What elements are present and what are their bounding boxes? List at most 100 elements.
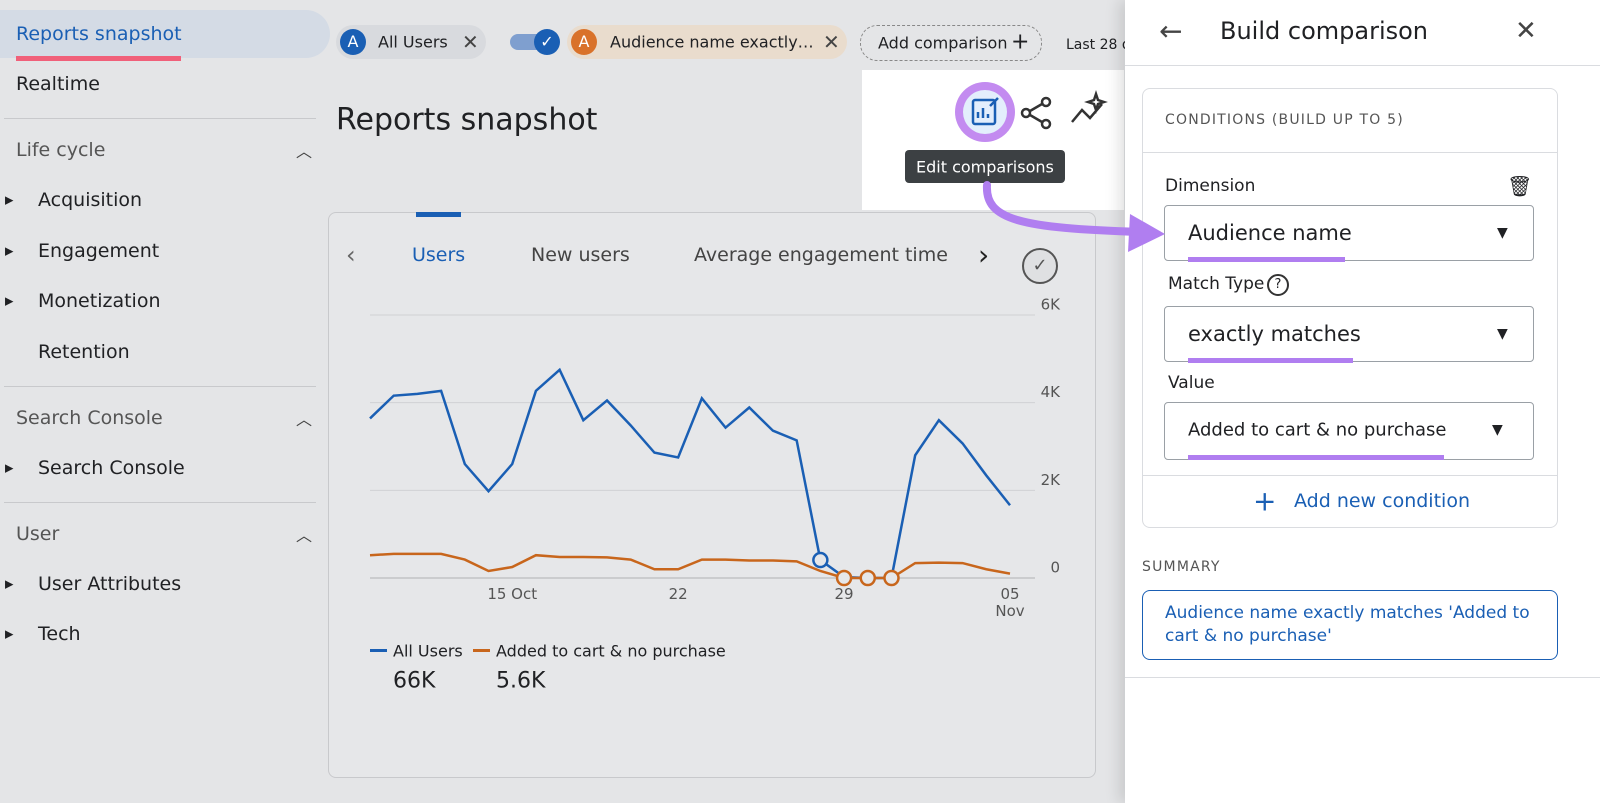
highlight-underline xyxy=(1188,455,1444,460)
legend-label: All Users xyxy=(393,641,463,661)
divider xyxy=(1125,677,1600,678)
collapse-caret[interactable]: ︿ xyxy=(296,409,313,429)
y-tick-label: 4K xyxy=(1041,383,1062,401)
delete-icon[interactable]: 🗑 xyxy=(1507,174,1533,198)
side-panel: ← Build comparison ✕ CONDITIONS (BUILD U… xyxy=(1125,0,1600,803)
tab-prev[interactable]: ‹ xyxy=(346,241,356,269)
section-title[interactable]: User xyxy=(16,522,60,545)
share-icon[interactable] xyxy=(1020,96,1052,130)
chip[interactable]: A Audience name exactly… ✕ xyxy=(567,25,847,59)
collapse-caret[interactable]: ︿ xyxy=(296,142,313,161)
divider xyxy=(4,118,316,119)
nav-item[interactable]: Search Console xyxy=(38,456,185,479)
x-tick-label: 22 xyxy=(668,585,688,603)
dropdown-caret: ▼ xyxy=(1497,225,1508,241)
tab[interactable]: New users xyxy=(531,244,630,266)
help-icon[interactable]: ? xyxy=(1267,274,1289,296)
legend-swatch xyxy=(473,649,490,652)
legend-total: 5.6K xyxy=(496,668,546,694)
nav-item[interactable]: Reports snapshot xyxy=(16,23,182,45)
back-button[interactable]: ← xyxy=(1159,14,1183,48)
highlight-underline xyxy=(1188,358,1353,363)
divider xyxy=(1125,65,1600,66)
point-marker xyxy=(859,569,877,587)
edit-icon xyxy=(971,98,997,126)
sidebar: Reports snapshot Realtime Life cycle ︿ ▶ Acqu… xyxy=(0,0,330,803)
annotation-arrow xyxy=(982,181,1165,252)
y-tick-label: 2K xyxy=(1041,471,1062,489)
legend-swatch xyxy=(370,649,387,652)
collapse-caret[interactable]: ︿ xyxy=(296,525,313,545)
nav-item[interactable]: Retention xyxy=(38,340,130,363)
chip-close[interactable]: ✕ xyxy=(823,30,840,54)
summary-text: Audience name exactly matches 'Added to … xyxy=(1165,603,1530,646)
dimension-select[interactable] xyxy=(1164,205,1534,261)
point-marker xyxy=(883,569,900,587)
active-underline xyxy=(16,56,181,61)
summary-box xyxy=(1142,590,1558,660)
tab[interactable]: Users xyxy=(412,244,466,266)
select-value: Added to cart & no purchase xyxy=(1188,419,1447,441)
close-button[interactable]: ✕ xyxy=(1515,16,1537,46)
select-value: exactly matches xyxy=(1188,322,1361,346)
expand-arrow: ▶ xyxy=(5,577,14,590)
chip[interactable]: A All Users ✕ xyxy=(336,25,486,59)
nav-item[interactable]: Realtime xyxy=(16,73,100,95)
check-icon[interactable]: ✓ xyxy=(1022,248,1058,284)
legend-label: Added to cart & no purchase xyxy=(496,641,726,661)
divider xyxy=(4,501,316,503)
chart-card xyxy=(328,212,1096,778)
conditions-box xyxy=(1142,88,1558,528)
add-icon[interactable]: + xyxy=(1253,484,1277,518)
add-comparison-label: Add comparison xyxy=(878,33,1008,53)
series-line xyxy=(369,367,1011,580)
y-tick-label: 0 xyxy=(1050,559,1060,577)
expand-arrow: ▶ xyxy=(5,461,14,474)
tab[interactable]: Average engagement time xyxy=(694,244,948,266)
toolbar-icons xyxy=(955,82,1108,142)
nav-item[interactable]: Acquisition xyxy=(38,189,143,211)
expand-arrow: ▶ xyxy=(5,193,14,207)
toggle-knob: ✓ xyxy=(534,29,560,55)
tab-next[interactable]: › xyxy=(978,238,990,272)
nav-item[interactable]: Tech xyxy=(38,623,81,645)
divider xyxy=(1142,475,1558,476)
select-value: Audience name xyxy=(1188,221,1352,245)
chart: 0 2K 4K 6K xyxy=(369,296,1062,587)
tooltip-text: Edit comparisons xyxy=(916,157,1054,177)
field-label: Dimension xyxy=(1165,176,1256,196)
tooltip xyxy=(905,150,1065,183)
insights-icon[interactable] xyxy=(1071,90,1108,123)
section-title[interactable]: Search Console xyxy=(16,406,163,429)
sidebar-active-bg xyxy=(0,10,330,58)
section-title[interactable]: Life cycle xyxy=(16,139,106,161)
expand-arrow: ▶ xyxy=(5,294,14,308)
add-comparison[interactable]: Add comparison + xyxy=(860,25,1042,61)
chip-label: All Users xyxy=(378,32,448,52)
x-tick-label: 05 Nov xyxy=(995,585,1025,620)
field-label: Match Type xyxy=(1168,274,1265,294)
divider xyxy=(4,385,316,387)
divider xyxy=(1142,152,1558,153)
highlight-underline xyxy=(1188,257,1345,262)
edit-icon-lines xyxy=(976,97,999,118)
x-tick-label: 29 xyxy=(834,585,854,603)
x-tick-label: 15 Oct xyxy=(487,585,538,603)
page-title: Reports snapshot xyxy=(336,102,598,138)
dropdown-caret: ▼ xyxy=(1497,326,1508,342)
nav-item[interactable]: Monetization xyxy=(38,290,161,312)
nav-item[interactable]: Engagement xyxy=(38,239,160,262)
legend-total: 66K xyxy=(393,668,436,694)
dropdown-caret: ▼ xyxy=(1492,422,1503,438)
tab-indicator xyxy=(416,212,461,217)
field-label: Value xyxy=(1168,373,1215,393)
nav-item[interactable]: User Attributes xyxy=(38,572,182,595)
add-condition[interactable]: Add new condition xyxy=(1294,490,1470,512)
chip-avatar: A xyxy=(340,29,366,55)
chip-avatar: A xyxy=(571,29,597,55)
point-marker xyxy=(812,551,829,569)
expand-arrow: ▶ xyxy=(5,244,14,257)
expand-arrow: ▶ xyxy=(5,627,14,641)
chip-close[interactable]: ✕ xyxy=(462,30,479,54)
